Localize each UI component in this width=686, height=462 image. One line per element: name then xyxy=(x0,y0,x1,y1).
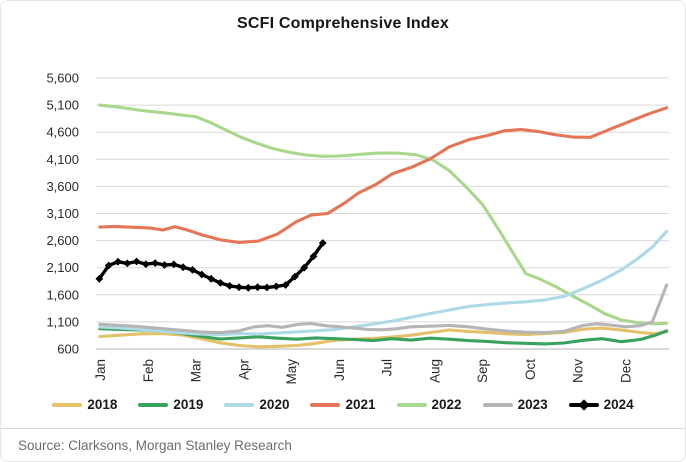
legend-swatch-2020-icon xyxy=(224,402,255,407)
y-axis-label: 1,600 xyxy=(46,287,79,302)
legend-label-2020: 2020 xyxy=(259,397,290,412)
legend-swatch-2023-icon xyxy=(482,402,513,407)
x-axis-label: Sep xyxy=(475,359,490,383)
chart-title: SCFI Comprehensive Index xyxy=(237,15,449,32)
series-2022-line xyxy=(98,103,669,326)
legend-label-2023: 2023 xyxy=(517,397,548,412)
legend-item-2020: 2020 xyxy=(224,397,289,412)
legend-label-2022: 2022 xyxy=(431,397,462,412)
series-2019-line xyxy=(98,327,669,346)
y-axis-label: 2,100 xyxy=(46,260,79,275)
legend-item-2023: 2023 xyxy=(482,397,548,412)
x-axis-label: Jan xyxy=(93,359,108,381)
y-axis-label: 3,100 xyxy=(46,206,79,221)
legend-label-2019: 2019 xyxy=(173,397,204,412)
legend-swatch-2024-icon xyxy=(568,398,599,411)
x-axis-label: Oct xyxy=(523,359,538,380)
x-axis-label: Dec xyxy=(618,359,633,383)
x-axis-label: Aug xyxy=(427,359,442,383)
x-axis-label: May xyxy=(284,359,299,385)
source-text: Source: Clarksons, Morgan Stanley Resear… xyxy=(18,438,292,453)
footer-divider xyxy=(1,428,685,429)
y-axis-label: 4,100 xyxy=(46,152,79,167)
y-axis-label: 600 xyxy=(57,342,79,357)
legend-label-2024: 2024 xyxy=(603,397,634,412)
y-axis-label: 2,600 xyxy=(46,233,79,248)
legend-swatch-2022-icon xyxy=(396,402,427,407)
y-axis-label: 4,600 xyxy=(46,125,79,140)
legend-item-2018: 2018 xyxy=(52,397,117,412)
y-axis-label: 5,600 xyxy=(46,71,79,86)
series-2023-line xyxy=(98,283,669,335)
legend-swatch-2021-icon xyxy=(310,402,341,407)
series-2021-line xyxy=(98,106,669,245)
y-axis-label: 1,100 xyxy=(46,314,79,329)
legend-item-2019: 2019 xyxy=(138,397,203,412)
diamond-marker-icon xyxy=(577,398,590,411)
x-axis-label: Apr xyxy=(236,359,251,381)
y-axis-label: 5,100 xyxy=(46,98,79,113)
series-2024-markers xyxy=(95,239,327,292)
legend-label-2018: 2018 xyxy=(87,397,118,412)
legend-item-2024: 2024 xyxy=(568,397,634,412)
legend-label-2021: 2021 xyxy=(345,397,376,412)
series-2020-line xyxy=(98,229,669,337)
x-axis-label: Jul xyxy=(380,359,395,376)
series-2018-line xyxy=(98,326,669,349)
x-axis-label: Jun xyxy=(332,359,347,381)
legend: 2018 2019 2020 2021 2022 2023 2024 xyxy=(1,397,685,412)
legend-item-2021: 2021 xyxy=(310,397,376,412)
x-axis-label: Nov xyxy=(571,359,586,383)
legend-swatch-2019-icon xyxy=(138,402,169,407)
x-axis-label: Feb xyxy=(141,359,156,382)
x-axis-label: Mar xyxy=(189,358,204,382)
legend-swatch-2018-icon xyxy=(52,402,83,407)
legend-item-2022: 2022 xyxy=(396,397,462,412)
line-chart: 5,600 5,100 4,600 4,100 3,600 3,100 2,600 2,100… xyxy=(46,71,669,385)
y-axis-label: 3,600 xyxy=(46,179,79,194)
